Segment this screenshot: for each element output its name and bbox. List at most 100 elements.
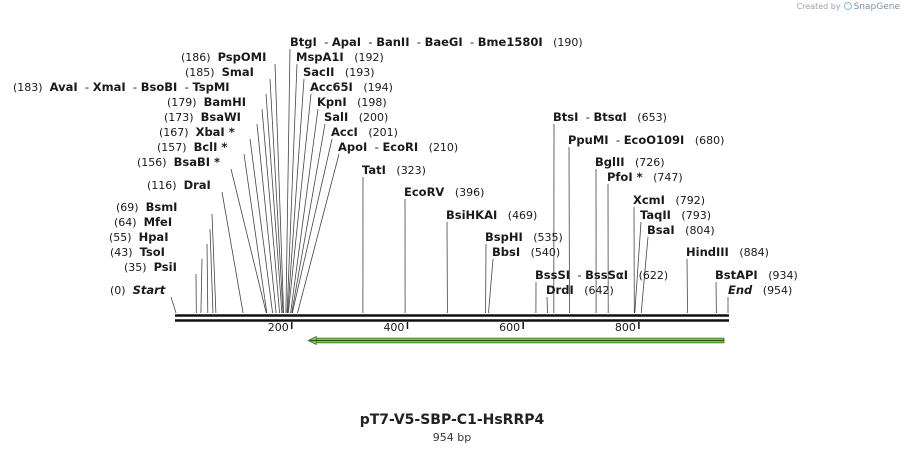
- ruler-label-600: 600: [499, 321, 520, 334]
- enzyme-name: Bme1580I: [478, 35, 543, 49]
- site-label-smai: (185) SmaI: [185, 65, 254, 79]
- site-position: (323): [386, 164, 426, 177]
- site-label-bbsi: BbsI (540): [492, 245, 560, 259]
- site-label-drdi: DrdI (642): [546, 283, 614, 297]
- site-connector-bsai: [640, 236, 649, 314]
- site-position: (55): [109, 231, 139, 244]
- enzyme-name: BssSαI: [585, 268, 628, 282]
- site-label-bsawi: (173) BsaWI: [164, 110, 241, 124]
- site-label-mfei: (64) MfeI: [114, 215, 172, 229]
- site-label-btsi-bts-i: BtsI - BtsαI (653): [553, 110, 667, 124]
- site-connector-hindiii: [686, 258, 688, 314]
- map-length: 954 bp: [432, 431, 472, 444]
- ruler-label-200: 200: [268, 321, 289, 334]
- enzyme-name: DraI: [184, 178, 211, 192]
- site-label-tati: TatI (323): [362, 163, 426, 177]
- enzyme-name: AvaI: [50, 80, 78, 94]
- site-label-bsphi: BspHI (535): [485, 230, 563, 244]
- enzyme-name: PsiI: [154, 260, 177, 274]
- site-connector-taqii: [634, 221, 642, 314]
- enzyme-name: BanII: [376, 35, 409, 49]
- site-connector-bsabi: [230, 168, 267, 314]
- watermark-prefix: Created by: [796, 2, 841, 11]
- enzyme-name: BsaI: [647, 223, 675, 237]
- site-connector-bsawi: [256, 123, 277, 314]
- enzyme-name: DrdI: [546, 283, 574, 297]
- site-connector-mfei: [209, 228, 214, 314]
- enzyme-name: EcoO109I: [624, 133, 685, 147]
- site-connector-btgi-apai-banii-baegi-bme1580i: [285, 48, 291, 314]
- site-position: (793): [671, 209, 711, 222]
- site-connector-hpai: [206, 243, 209, 314]
- label-separator: -: [78, 80, 93, 94]
- site-connector-tsoi: [200, 258, 203, 314]
- site-label-psii: (35) PsiI: [124, 260, 177, 274]
- site-label-hindiii: HindIII (884): [686, 245, 769, 259]
- enzyme-name: End: [728, 283, 753, 297]
- enzyme-name: BssSI: [535, 268, 570, 282]
- enzyme-name: MfeI: [144, 215, 173, 229]
- site-label-ppumi-ecoo109i: PpuMI - EcoO109I (680): [568, 133, 724, 147]
- site-position: (173): [164, 111, 201, 124]
- site-connector-pspomi: [274, 63, 284, 314]
- site-position: (680): [684, 134, 724, 147]
- site-position: (653): [627, 111, 667, 124]
- site-label-tsoi: (43) TsoI: [110, 245, 165, 259]
- enzyme-name: BspHI: [485, 230, 523, 244]
- enzyme-name: SmaI: [222, 65, 254, 79]
- site-connector-sali: [291, 123, 326, 314]
- site-position: (156): [137, 156, 174, 169]
- site-position: (540): [520, 246, 560, 259]
- site-label-avai-xmai-bsobi-tspmi: (183) AvaI - XmaI - BsoBI - TspMI: [13, 80, 230, 94]
- enzyme-name: PspOMI: [218, 50, 267, 64]
- enzyme-name: TaqII: [640, 208, 671, 222]
- site-position: (642): [574, 284, 614, 297]
- site-connector-kpni: [290, 108, 319, 314]
- site-connector-drai: [221, 191, 244, 314]
- enzyme-name: PpuMI: [568, 133, 609, 147]
- site-position: (747): [643, 171, 683, 184]
- site-position: (157): [157, 141, 194, 154]
- enzyme-name: XbaI *: [196, 125, 235, 139]
- site-label-pfoi: PfoI * (747): [607, 170, 683, 184]
- site-position: (167): [159, 126, 196, 139]
- ruler-label-400: 400: [383, 321, 404, 334]
- label-separator: -: [609, 133, 624, 147]
- site-label-bsssi-bsss-i: BssSI - BssSαI (622): [535, 268, 668, 282]
- site-label-mspa1i: MspA1I (192): [296, 50, 384, 64]
- site-connector-mspa1i: [286, 63, 298, 314]
- site-labels: (0) Start(35) PsiI(43) TsoI(55) HpaI(64)…: [13, 35, 798, 297]
- site-position: (198): [347, 96, 387, 109]
- enzyme-name: BglII: [595, 155, 625, 169]
- site-position: (726): [625, 156, 665, 169]
- feature-track: [307, 335, 725, 346]
- enzyme-name: EcoRV: [404, 185, 444, 199]
- site-label-drai: (116) DraI: [147, 178, 211, 192]
- enzyme-name: BtsαI: [594, 110, 627, 124]
- site-position: (69): [116, 201, 146, 214]
- enzyme-name: BsiHKAI: [446, 208, 497, 222]
- site-label-bglii: BglII (726): [595, 155, 665, 169]
- site-position: (210): [418, 141, 458, 154]
- enzyme-name: BsoBI: [141, 80, 178, 94]
- label-separator: -: [570, 268, 585, 282]
- enzyme-name: TsoI: [140, 245, 165, 259]
- enzyme-name: EcoRI: [382, 140, 418, 154]
- site-label-bsai: BsaI (804): [647, 223, 715, 237]
- enzyme-name: BclI *: [194, 140, 228, 154]
- site-position: (201): [358, 126, 398, 139]
- ruler-label-800: 800: [615, 321, 636, 334]
- map-title: pT7-V5-SBP-C1-HsRRP4: [359, 412, 545, 428]
- site-connector-acci: [291, 138, 333, 314]
- site-position: (954): [752, 284, 792, 297]
- site-connector-smai: [269, 78, 284, 314]
- enzyme-name: BbsI: [492, 245, 520, 259]
- site-connector-ppumi-ecoo109i: [568, 146, 570, 314]
- site-label-end: End (954): [728, 283, 792, 297]
- sequence-backbone: [175, 314, 729, 322]
- enzyme-name: BaeGI: [425, 35, 463, 49]
- site-position: (535): [523, 231, 563, 244]
- enzyme-name: SalI: [324, 110, 348, 124]
- site-label-apoi-ecori: ApoI - EcoRI (210): [338, 140, 458, 154]
